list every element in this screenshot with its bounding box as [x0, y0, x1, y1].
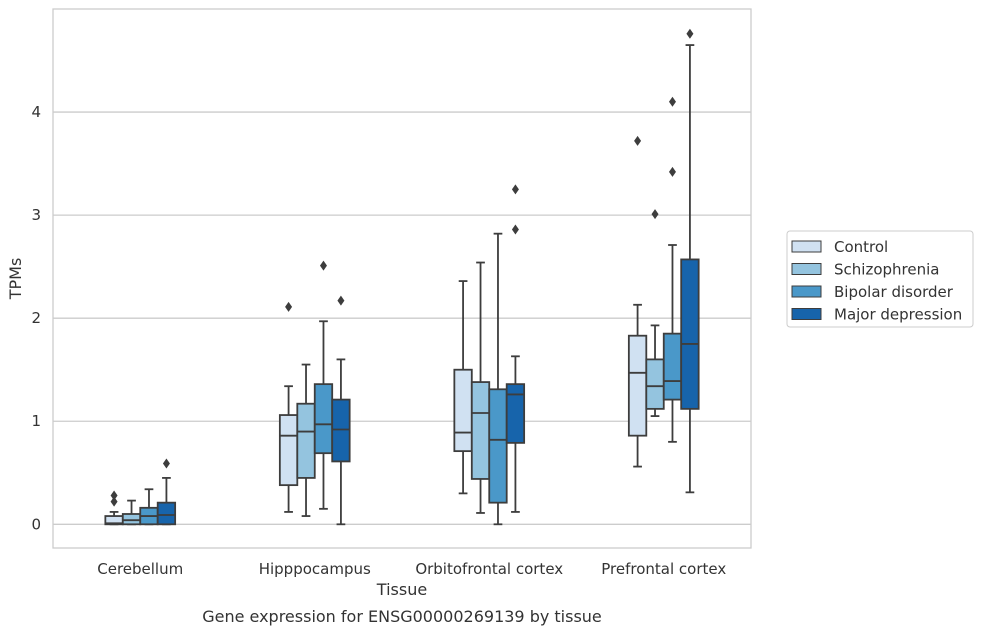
- legend-swatch: [791, 263, 822, 275]
- box-body: [313, 383, 334, 455]
- x-tick-label: Hipppocampus: [259, 560, 371, 578]
- legend-label: Schizophrenia: [834, 261, 939, 279]
- box-control-cerebellum: [104, 490, 124, 526]
- box-body: [662, 332, 683, 401]
- x-tick-label: Orbitofrontal cortex: [415, 560, 563, 578]
- x-tick-label: Prefrontal cortex: [601, 560, 726, 578]
- box-body: [645, 358, 665, 410]
- outlier-point: [668, 96, 676, 107]
- legend-label: Bipolar disorder: [834, 283, 954, 301]
- box-body: [156, 501, 177, 526]
- outlier-point: [686, 28, 694, 39]
- box-body: [488, 388, 508, 504]
- box-major-depression-orbitofrontal-cortex: [505, 184, 526, 513]
- legend-label: Major depression: [834, 306, 962, 324]
- outlier-point: [337, 295, 345, 306]
- box-body: [331, 398, 351, 463]
- y-tick-label: 0: [31, 515, 41, 533]
- box-bipolar-disorder-hipppocampus: [313, 260, 334, 510]
- box-body: [470, 381, 491, 480]
- y-tick-label: 4: [31, 103, 41, 121]
- legend-swatch: [791, 308, 822, 320]
- outlier-point: [319, 260, 327, 271]
- boxes: [104, 28, 700, 526]
- legend-label: Control: [834, 238, 888, 256]
- box-body: [680, 258, 700, 410]
- box-body: [453, 368, 473, 453]
- outlier-point: [651, 209, 659, 220]
- outlier-point: [668, 166, 676, 177]
- box-body: [296, 402, 316, 479]
- box-major-depression-hipppocampus: [331, 295, 351, 526]
- x-axis-label: Tissue: [376, 580, 427, 599]
- box-body: [505, 383, 526, 444]
- x-tick-label: Cerebellum: [97, 560, 183, 578]
- legend: Control Schizophrenia Bipolar disorder Majo…: [786, 230, 974, 328]
- y-tick-label: 1: [31, 412, 41, 430]
- box-major-depression-cerebellum: [156, 458, 177, 526]
- outlier-point: [634, 135, 642, 146]
- outlier-point: [511, 184, 519, 195]
- y-tick-label: 3: [31, 206, 41, 224]
- box-body: [278, 414, 299, 487]
- box-bipolar-disorder-prefrontal-cortex: [662, 96, 683, 443]
- box-control-prefrontal-cortex: [627, 135, 648, 468]
- legend-swatch: [791, 240, 822, 253]
- box-schizophrenia-orbitofrontal-cortex: [470, 261, 491, 514]
- box-schizophrenia-hipppocampus: [296, 363, 316, 517]
- box-schizophrenia-cerebellum: [121, 499, 142, 526]
- gridlines: [53, 111, 751, 525]
- x-tick-labels: Cerebellum Hipppocampus Orbitofrontal cort…: [97, 560, 726, 578]
- outlier-point: [285, 301, 293, 312]
- outlier-point: [511, 224, 519, 235]
- legend-frame: [786, 230, 974, 328]
- outlier-point: [162, 458, 170, 469]
- box-control-hipppocampus: [278, 301, 299, 513]
- box-body: [627, 334, 648, 437]
- box-schizophrenia-prefrontal-cortex: [645, 209, 665, 417]
- box-bipolar-disorder-orbitofrontal-cortex: [488, 232, 508, 526]
- box-bipolar-disorder-cerebellum: [139, 488, 159, 526]
- box-control-orbitofrontal-cortex: [453, 280, 473, 495]
- y-tick-labels: 0 1 2 3 4: [31, 103, 41, 533]
- outlier-point: [110, 490, 118, 501]
- plot-frame: [52, 8, 752, 549]
- y-tick-label: 2: [31, 309, 41, 327]
- legend-swatch: [791, 285, 822, 298]
- y-axis-label: TPMs: [6, 258, 25, 301]
- figure-caption: Gene expression for ENSG00000269139 by t…: [202, 607, 602, 626]
- box-body: [121, 513, 142, 526]
- outlier-point: [110, 496, 118, 507]
- box-major-depression-prefrontal-cortex: [680, 28, 700, 494]
